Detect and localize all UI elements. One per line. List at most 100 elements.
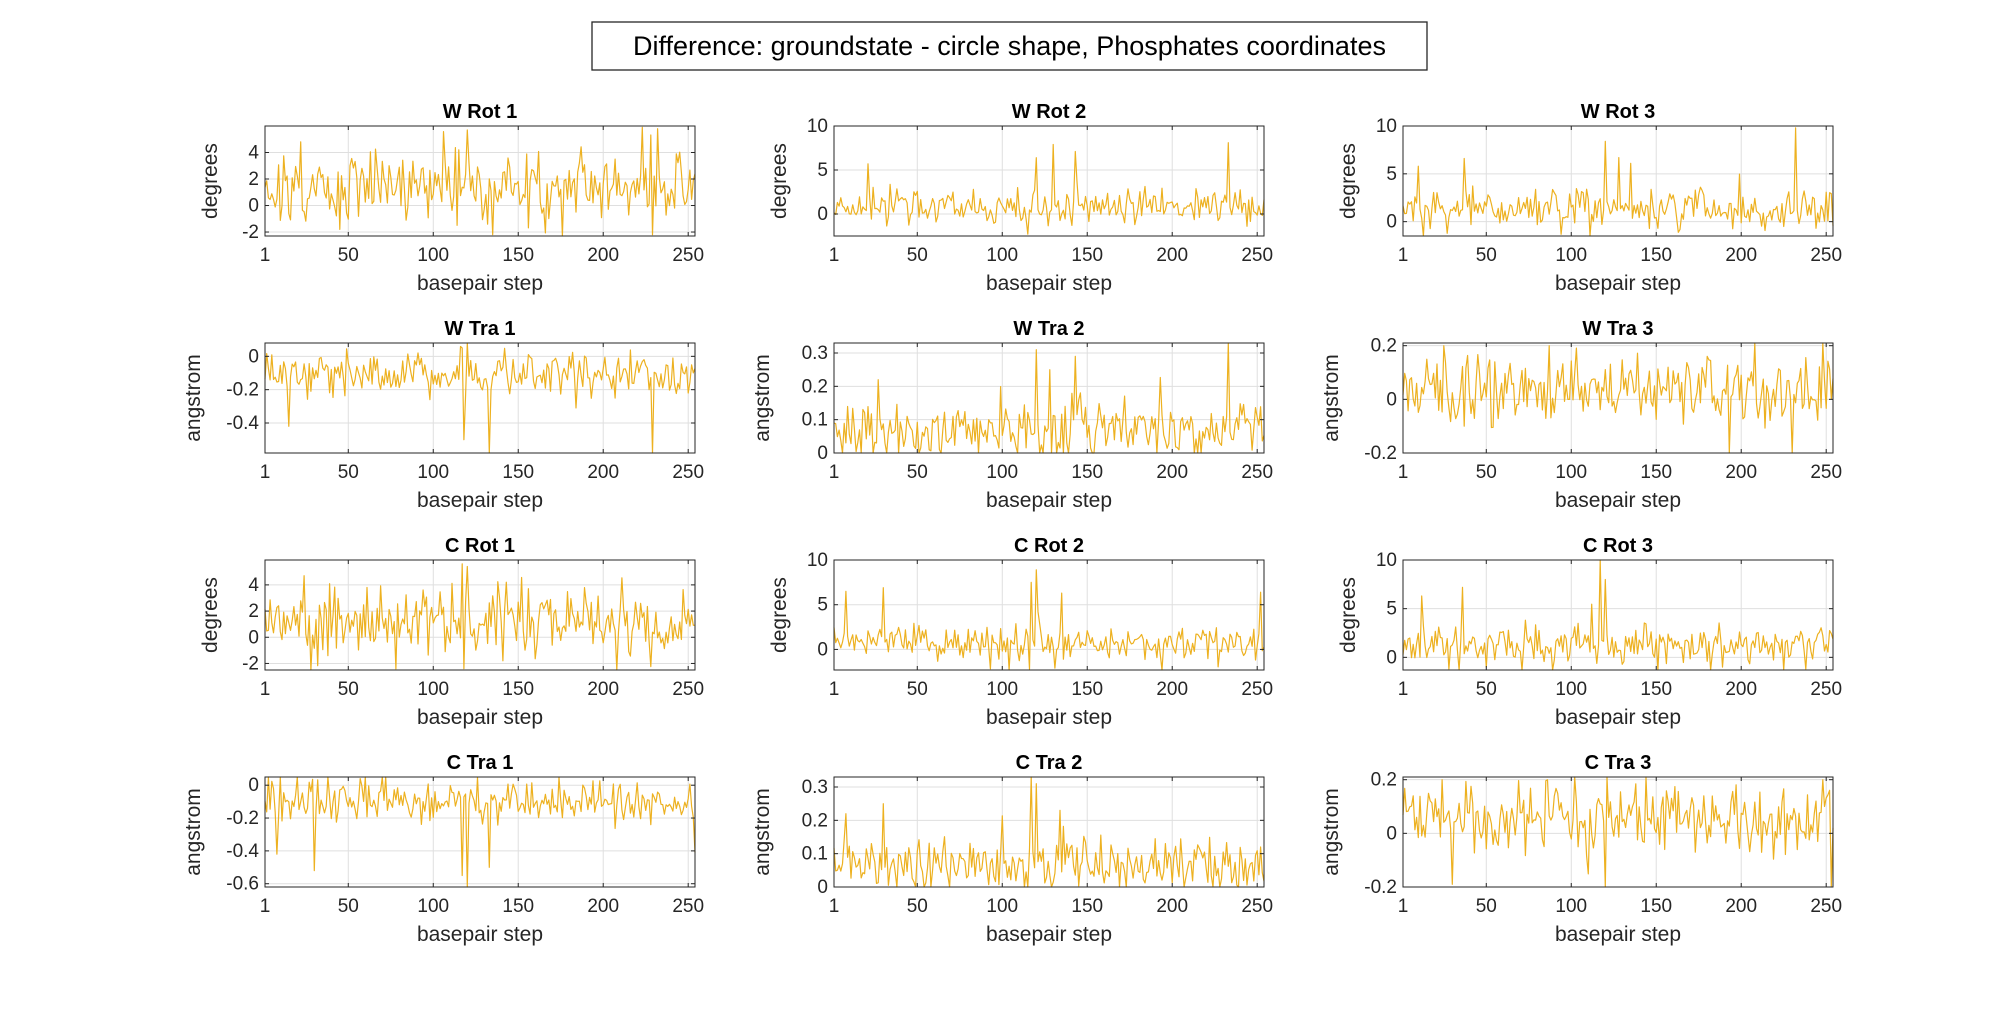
x-tick-label: 250 bbox=[1241, 245, 1273, 266]
y-tick-label: 0 bbox=[248, 627, 259, 648]
y-tick-label: 0 bbox=[1386, 212, 1397, 233]
x-tick-label: 250 bbox=[672, 462, 704, 483]
x-tick-label: 50 bbox=[907, 462, 928, 483]
figure-title-box bbox=[591, 21, 1428, 71]
x-tick-label: 1 bbox=[829, 462, 840, 483]
x-axis-label: basepair step bbox=[1555, 706, 1681, 729]
x-tick-label: 200 bbox=[1156, 245, 1188, 266]
x-tick-label: 50 bbox=[907, 245, 928, 266]
y-tick-label: 0 bbox=[248, 775, 259, 796]
y-axis-label: angstrom bbox=[1320, 788, 1343, 876]
x-tick-label: 250 bbox=[1810, 896, 1842, 917]
x-tick-label: 50 bbox=[907, 679, 928, 700]
x-tick-label: 100 bbox=[986, 896, 1018, 917]
data-series-line bbox=[1402, 127, 1834, 237]
y-tick-label: 0 bbox=[1386, 647, 1397, 668]
x-tick-label: 200 bbox=[1725, 245, 1757, 266]
y-tick-label: 0.1 bbox=[802, 844, 828, 865]
y-axis-label: degrees bbox=[768, 143, 791, 219]
x-tick-label: 200 bbox=[1156, 462, 1188, 483]
axes-box bbox=[833, 559, 1265, 671]
x-tick-label: 50 bbox=[338, 462, 359, 483]
y-tick-label: 0 bbox=[817, 639, 828, 660]
x-axis-label: basepair step bbox=[417, 489, 543, 512]
x-tick-label: 150 bbox=[1640, 245, 1672, 266]
x-axis-label: basepair step bbox=[417, 923, 543, 946]
x-tick-label: 200 bbox=[1725, 679, 1757, 700]
y-tick-label: -0.2 bbox=[1364, 443, 1397, 464]
y-tick-label: 0.3 bbox=[802, 343, 828, 364]
x-tick-label: 200 bbox=[1156, 896, 1188, 917]
y-axis-label: degrees bbox=[768, 577, 791, 653]
x-tick-label: 150 bbox=[502, 245, 534, 266]
y-axis-label: degrees bbox=[1337, 143, 1360, 219]
x-tick-label: 250 bbox=[1810, 462, 1842, 483]
data-series-line bbox=[264, 776, 696, 888]
x-tick-label: 250 bbox=[1810, 245, 1842, 266]
x-tick-label: 250 bbox=[1241, 679, 1273, 700]
axes-box bbox=[264, 559, 696, 671]
subplot-c-tra-1: 1 50 100 150 200 250-0.6-0.4-0.20C Tra 1basep… bbox=[182, 752, 704, 946]
x-tick-label: 200 bbox=[1725, 462, 1757, 483]
x-tick-label: 200 bbox=[587, 896, 619, 917]
subplot-title: W Rot 3 bbox=[1581, 101, 1655, 123]
x-tick-label: 100 bbox=[1555, 245, 1587, 266]
figure-title: Difference: groundstate - circle shape, … bbox=[633, 31, 1386, 61]
x-axis-label: basepair step bbox=[986, 489, 1112, 512]
x-tick-label: 100 bbox=[1555, 462, 1587, 483]
subplot-title: W Tra 3 bbox=[1582, 318, 1653, 340]
axes-box bbox=[833, 125, 1265, 237]
subplot-title: W Tra 2 bbox=[1013, 318, 1084, 340]
x-tick-label: 1 bbox=[1398, 679, 1409, 700]
x-tick-label: 1 bbox=[829, 679, 840, 700]
y-tick-label: 10 bbox=[1376, 550, 1397, 571]
y-tick-label: 10 bbox=[807, 550, 828, 571]
y-tick-label: -0.6 bbox=[226, 874, 259, 895]
subplot-title: C Tra 2 bbox=[1016, 752, 1083, 774]
x-tick-label: 100 bbox=[417, 245, 449, 266]
x-tick-label: 250 bbox=[1241, 896, 1273, 917]
x-tick-label: 1 bbox=[1398, 245, 1409, 266]
axes-box bbox=[264, 125, 696, 237]
y-tick-label: 5 bbox=[1386, 164, 1397, 185]
x-tick-label: 200 bbox=[1725, 896, 1757, 917]
y-tick-label: 0.1 bbox=[802, 410, 828, 431]
y-axis-label: angstrom bbox=[751, 354, 774, 442]
y-tick-label: 0 bbox=[248, 346, 259, 367]
subplot-w-tra-1: 1 50 100 150 200 250-0.4-0.20W Tra 1basepair … bbox=[182, 318, 704, 512]
y-tick-label: -0.2 bbox=[226, 808, 259, 829]
x-tick-label: 250 bbox=[672, 896, 704, 917]
x-tick-label: 1 bbox=[260, 679, 271, 700]
x-axis-label: basepair step bbox=[986, 272, 1112, 295]
x-tick-label: 50 bbox=[1476, 679, 1497, 700]
data-series-line bbox=[264, 563, 696, 671]
subplot-title: C Tra 1 bbox=[447, 752, 514, 774]
y-tick-label: 0.2 bbox=[802, 376, 828, 397]
x-tick-label: 150 bbox=[1071, 896, 1103, 917]
y-tick-label: 0 bbox=[817, 443, 828, 464]
x-tick-label: 50 bbox=[1476, 462, 1497, 483]
x-tick-label: 100 bbox=[1555, 679, 1587, 700]
y-axis-label: angstrom bbox=[182, 788, 205, 876]
x-tick-label: 150 bbox=[502, 462, 534, 483]
x-tick-label: 250 bbox=[1810, 679, 1842, 700]
axes-box bbox=[264, 342, 696, 454]
y-tick-label: 0 bbox=[1386, 823, 1397, 844]
subplot-title: W Rot 1 bbox=[443, 101, 517, 123]
x-tick-label: 150 bbox=[1071, 679, 1103, 700]
y-tick-label: 5 bbox=[1386, 599, 1397, 620]
figure-title-group: Difference: groundstate - circle shape, … bbox=[591, 21, 1428, 71]
x-tick-label: 100 bbox=[417, 462, 449, 483]
x-axis-label: basepair step bbox=[1555, 923, 1681, 946]
x-tick-label: 1 bbox=[260, 462, 271, 483]
x-tick-label: 150 bbox=[1640, 462, 1672, 483]
data-series-line bbox=[1402, 776, 1834, 888]
